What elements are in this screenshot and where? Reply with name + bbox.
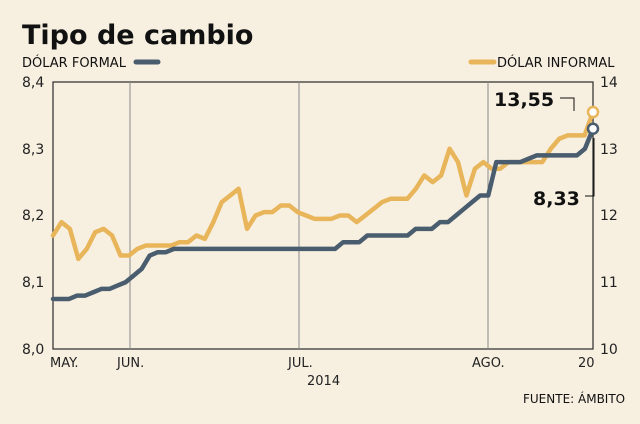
right-tick-label: 10 bbox=[600, 342, 618, 358]
x-year-label: 2014 bbox=[307, 374, 340, 389]
plot-frame bbox=[52, 81, 594, 350]
x-tick-label: 20 bbox=[578, 356, 595, 371]
left-tick-label: 8,4 bbox=[22, 75, 44, 91]
right-tick-label: 14 bbox=[600, 75, 618, 91]
end-point-dolar-informal bbox=[586, 105, 600, 119]
series-line-dolar-informal bbox=[50, 109, 596, 262]
series-line-dolar-formal bbox=[50, 126, 596, 302]
right-tick-label: 13 bbox=[600, 142, 618, 158]
callout-informal-value: 13,55 bbox=[494, 89, 554, 111]
legend-formal-label: DÓLAR FORMAL bbox=[22, 55, 127, 71]
x-tick-label: AGO. bbox=[472, 356, 505, 371]
left-tick-label: 8,1 bbox=[22, 275, 44, 291]
left-tick-label: 8,3 bbox=[22, 142, 44, 158]
legend-informal-label: DÓLAR INFORMAL bbox=[497, 55, 615, 71]
left-tick-label: 8,2 bbox=[22, 208, 44, 224]
x-tick-label: MAY. bbox=[50, 356, 79, 371]
callout-formal-value: 8,33 bbox=[533, 188, 580, 210]
x-tick-label: JUL. bbox=[287, 356, 313, 371]
end-point-dolar-formal bbox=[586, 122, 600, 135]
callout-leader-formal bbox=[585, 138, 595, 197]
left-tick-label: 8,0 bbox=[22, 342, 44, 358]
right-tick-label: 12 bbox=[600, 208, 618, 224]
chart-title: Tipo de cambio bbox=[22, 20, 253, 51]
source-note: FUENTE: ÁMBITO bbox=[523, 391, 625, 406]
callout-leader-informal bbox=[560, 97, 575, 111]
right-tick-label: 11 bbox=[600, 275, 618, 291]
x-tick-label: JUN. bbox=[116, 356, 144, 371]
